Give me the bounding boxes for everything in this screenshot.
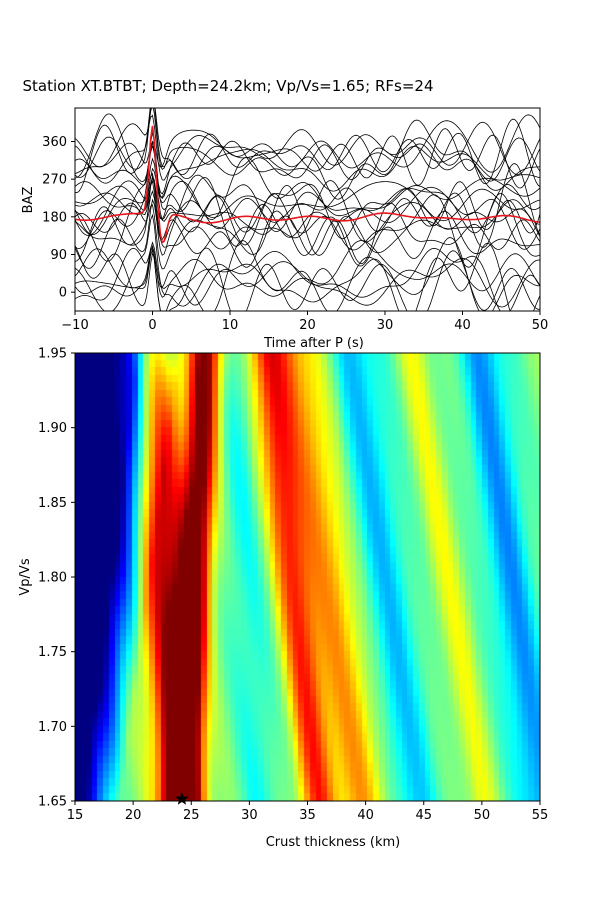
rf-trace	[75, 108, 540, 189]
rf-trace	[75, 198, 540, 269]
rf-x-tick-label: −10	[61, 318, 88, 333]
rf-trace	[75, 167, 540, 222]
hk-y-tick-label: 1.85	[38, 496, 67, 511]
rf-trace	[75, 190, 540, 265]
rf-trace	[75, 114, 540, 181]
hk-x-tick-label: 15	[67, 808, 84, 823]
hk-x-tick-label: 25	[183, 808, 200, 823]
hk-y-axis-label: Vp/Vs	[18, 558, 33, 595]
rf-x-tick-label: 40	[454, 318, 471, 333]
hk-heatmap	[75, 353, 540, 801]
hk-y-tick-label: 1.80	[38, 571, 67, 586]
hk-y-tick-label: 1.70	[38, 720, 67, 735]
rf-trace	[75, 157, 540, 240]
hk-x-tick-label: 50	[474, 808, 491, 823]
hk-stack-panel: 15 20 25 30 35 40 45 50 55 1.65 1.70 1.75 1.80 1.85 1…	[18, 347, 548, 851]
hk-x-tick-label: 35	[299, 808, 316, 823]
rf-trace	[75, 163, 540, 248]
rf-stacked-trace	[75, 125, 540, 244]
rf-y-axis-label: BAZ	[21, 187, 36, 214]
rf-x-tick-label: 0	[148, 318, 156, 333]
hk-x-tick-label: 40	[357, 808, 374, 823]
rf-x-tick-label: 30	[377, 318, 394, 333]
rf-x-tick-label: 50	[532, 318, 549, 333]
hk-x-tick-label: 30	[241, 808, 258, 823]
rf-trace	[75, 108, 540, 194]
rf-trace	[75, 213, 540, 311]
chart-title: Station XT.BTBT; Depth=24.2km; Vp/Vs=1.6…	[23, 77, 434, 95]
rf-x-axis-label: Time after P (s)	[263, 336, 364, 351]
hk-y-tick-label: 1.95	[38, 347, 67, 362]
rf-trace	[75, 145, 540, 200]
rf-trace	[75, 240, 540, 311]
hk-x-axis-label: Crust thickness (km)	[266, 835, 401, 850]
hk-y-tick-label: 1.65	[38, 795, 67, 810]
rf-y-tick-label: 90	[50, 248, 67, 263]
rf-trace	[75, 156, 540, 220]
rf-trace	[75, 184, 540, 270]
hk-y-tick-label: 1.90	[38, 421, 67, 436]
best-fit-star-marker	[175, 792, 189, 805]
hk-x-tick-label: 55	[532, 808, 549, 823]
rf-y-tick-label: 180	[42, 210, 67, 225]
rf-traces-panel: −10 0 10 20 30 40 50 0 90 180 270 360 Time after P…	[21, 107, 549, 351]
rf-x-tick-label: 20	[299, 318, 316, 333]
rf-x-tick-label: 10	[222, 318, 239, 333]
rf-trace	[75, 240, 540, 298]
rf-y-tick-label: 360	[42, 135, 67, 150]
rf-trace	[75, 174, 540, 251]
rf-trace	[75, 174, 540, 256]
rf-y-tick-label: 270	[42, 173, 67, 188]
hk-x-tick-label: 45	[415, 808, 432, 823]
rf-trace	[75, 237, 540, 311]
hk-y-tick-label: 1.75	[38, 645, 67, 660]
rf-y-tick-label: 0	[59, 286, 67, 301]
rf-trace	[75, 113, 540, 183]
hk-x-tick-label: 20	[125, 808, 142, 823]
